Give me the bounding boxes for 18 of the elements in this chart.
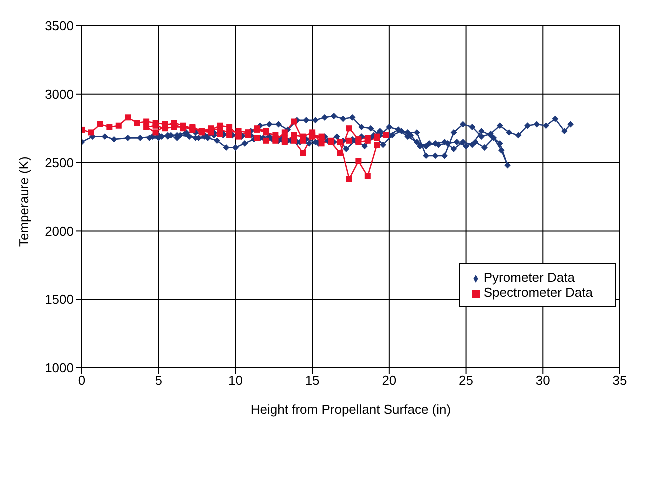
y-tick-label: 3000 <box>45 87 74 102</box>
x-tick-label: 10 <box>228 373 243 388</box>
y-tick-label: 2000 <box>45 224 74 239</box>
y-tick-label: 3500 <box>45 18 74 34</box>
x-tick-label: 30 <box>536 373 550 388</box>
legend-label: Pyrometer Data <box>484 270 575 285</box>
legend-label: Spectrometer Data <box>484 285 593 300</box>
y-tick-label: 1500 <box>45 292 74 308</box>
x-tick-label: 25 <box>459 373 474 388</box>
x-tick-label: 35 <box>612 373 628 388</box>
x-tick-label: 15 <box>305 373 320 388</box>
x-tick-label: 5 <box>155 373 162 388</box>
x-tick-label: 20 <box>382 373 397 388</box>
x-axis-title: Height from Propellant Surface (in) <box>250 402 452 417</box>
y-tick-label: 2500 <box>45 155 74 170</box>
x-tick-label: 0 <box>78 373 86 388</box>
y-tick-label: 1000 <box>45 360 74 376</box>
y-axis-title: Temperaure (K) <box>16 156 32 247</box>
